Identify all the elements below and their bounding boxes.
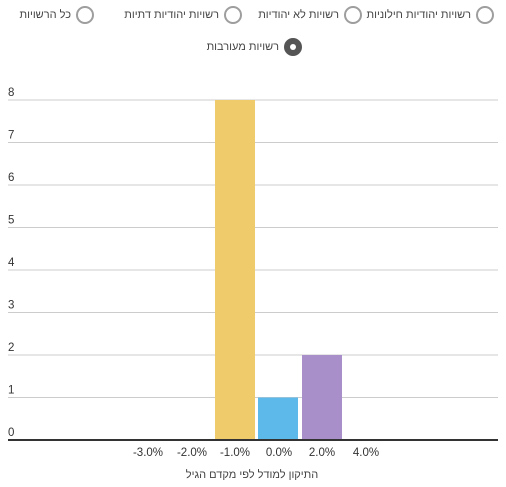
x-tick-label: 4.0% (353, 447, 379, 459)
bar-0.0%[interactable] (258, 397, 298, 441)
y-tick-label: 5 (8, 215, 14, 227)
radio-circle-icon[interactable] (344, 6, 362, 24)
y-tick-label: 7 (8, 130, 14, 142)
radio-circle-icon[interactable] (76, 6, 94, 24)
x-tick-label: 0.0% (266, 447, 292, 459)
x-axis-title: התיקון למודל לפי מקדם הגיל (186, 468, 318, 481)
y-tick-labels: 0 1 2 3 4 5 6 7 8 (8, 87, 15, 439)
y-tick-label: 1 (8, 385, 14, 397)
bar--1.0%[interactable] (215, 100, 255, 440)
y-tick-label: 3 (8, 300, 14, 312)
x-tick-labels: -3.0% -2.0% -1.0% 0.0% 2.0% 4.0% (133, 447, 379, 459)
radio-label: רשויות מעורבות (206, 41, 279, 53)
radio-label: רשויות יהודיות חילוניות (366, 9, 471, 21)
radio-mixed[interactable]: רשויות מעורבות (207, 38, 302, 56)
y-tick-label: 0 (8, 427, 14, 439)
y-tick-label: 4 (8, 257, 15, 269)
y-tick-label: 8 (8, 87, 14, 99)
bar-2.0%[interactable] (302, 355, 342, 440)
radio-all[interactable]: כל הרשויות (19, 6, 94, 24)
radio-label: רשויות יהודיות דתיות (124, 9, 219, 21)
radio-label: כל הרשויות (19, 9, 72, 21)
radio-religious-jewish[interactable]: רשויות יהודיות דתיות (124, 6, 242, 24)
radio-secular-jewish[interactable]: רשויות יהודיות חילוניות (367, 6, 494, 24)
x-tick-label: -2.0% (177, 447, 207, 459)
radio-non-jewish[interactable]: רשויות לא יהודיות (258, 6, 362, 24)
radio-circle-icon[interactable] (224, 6, 242, 24)
radio-checked-icon[interactable] (284, 38, 302, 56)
bars-group (215, 100, 342, 440)
y-tick-label: 6 (8, 172, 14, 184)
x-tick-label: 2.0% (309, 447, 335, 459)
x-tick-label: -3.0% (133, 447, 163, 459)
radio-circle-icon[interactable] (476, 6, 494, 24)
x-tick-label: -1.0% (220, 447, 250, 459)
radio-label: רשויות לא יהודיות (258, 9, 339, 21)
y-tick-label: 2 (8, 342, 14, 354)
